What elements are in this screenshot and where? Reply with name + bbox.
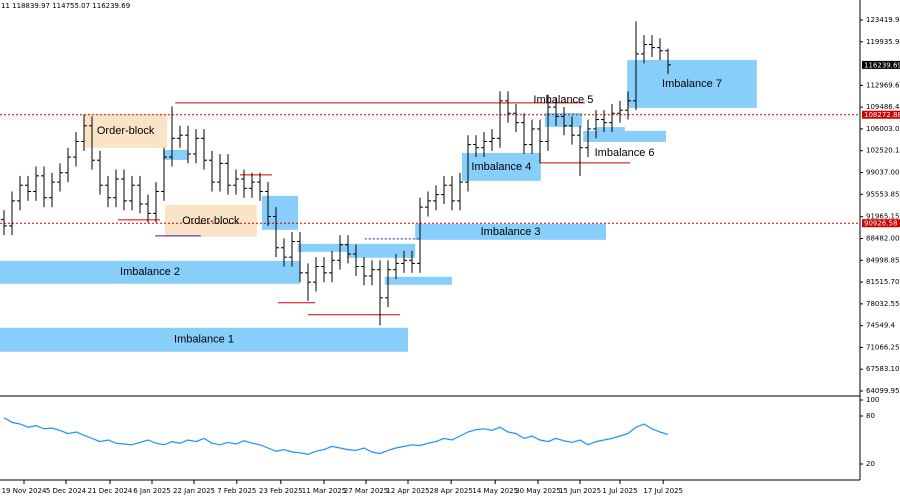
zone xyxy=(0,327,408,352)
y-tick-label: 67583.10 xyxy=(866,365,899,373)
x-tick-label: 15 Jun 2025 xyxy=(559,487,601,495)
x-tick-label: 23 Feb 2025 xyxy=(259,487,303,495)
zone-label: Imbalance 2 xyxy=(120,266,180,278)
x-tick-label: 28 Apr 2025 xyxy=(430,487,473,495)
y-tick-label: 102520.15 xyxy=(866,147,900,155)
x-tick-label: 22 Jan 2025 xyxy=(173,487,215,495)
x-tick-label: 27 Mar 2025 xyxy=(344,487,388,495)
zone xyxy=(462,152,541,181)
zone-label: Imbalance 4 xyxy=(471,161,531,173)
x-tick-label: 21 Dec 2024 xyxy=(88,487,133,495)
zones xyxy=(0,59,757,352)
y-tick-label: 80 xyxy=(866,412,875,420)
last-price-label: 116239.69 xyxy=(864,61,900,69)
zone-label: Imbalance 7 xyxy=(662,78,722,90)
price-tag xyxy=(862,110,900,119)
zone xyxy=(0,260,300,284)
zone xyxy=(347,250,416,258)
x-tick-label: 6 Jan 2025 xyxy=(133,487,171,495)
y-tick-label: 88482.00 xyxy=(866,235,899,243)
zone-label: Imbalance 6 xyxy=(595,147,655,159)
x-tick-label: 5 Dec 2024 xyxy=(46,487,87,495)
zone-label: Imbalance 3 xyxy=(481,226,541,238)
zone xyxy=(262,195,298,230)
y-tick-label: 64099.95 xyxy=(866,387,899,395)
x-tick-label: 19 Nov 2024 xyxy=(2,487,47,495)
x-tick-label: 14 May 2025 xyxy=(472,487,518,495)
header-text: 11 118839.97 114755.07 116239.69 xyxy=(1,2,130,10)
y-tick-label: 74549.4 xyxy=(866,322,895,330)
zone xyxy=(298,243,416,252)
zone xyxy=(583,130,666,142)
zone xyxy=(84,113,168,148)
zone-label: Imbalance 5 xyxy=(533,94,593,106)
zone xyxy=(163,149,188,160)
x-tick-label: 11 Mar 2025 xyxy=(302,487,346,495)
y-tick-label: 91965.15 xyxy=(866,213,899,221)
x-tick-label: 30 May 2025 xyxy=(515,487,561,495)
y-tick-label: 20 xyxy=(866,460,875,468)
zone xyxy=(415,223,606,240)
zone-label: Order-block xyxy=(97,125,155,137)
price-tag-label: 90926.58 xyxy=(864,220,897,228)
main-panel xyxy=(0,21,860,326)
zone xyxy=(596,127,625,134)
y-tick-label: 81515.70 xyxy=(866,278,899,286)
price-tag xyxy=(862,219,900,228)
zone xyxy=(384,276,452,285)
zone xyxy=(544,112,582,127)
y-tick-label: 123419.95 xyxy=(866,16,900,24)
y-tick-label: 71066.25 xyxy=(866,343,899,351)
price-tag-label: 108272.88 xyxy=(864,111,900,119)
x-tick-label: 12 Apr 2025 xyxy=(386,487,429,495)
last-price-tag xyxy=(862,60,900,69)
y-tick-label: 106003.05 xyxy=(866,125,900,133)
y-tick-label: 112969.60 xyxy=(866,81,900,89)
x-tick-label: 1 Jul 2025 xyxy=(602,487,637,495)
y-tick-label: 78032.55 xyxy=(866,300,899,308)
y-tick-label: 119935.90 xyxy=(866,38,900,46)
y-tick-label: 95553.85 xyxy=(866,190,899,198)
indicator-line xyxy=(3,417,669,456)
x-tick-label: 17 Jul 2025 xyxy=(643,487,683,495)
zone xyxy=(627,59,757,108)
zone-label: Order-block xyxy=(182,215,240,227)
y-tick-label: 109486.45 xyxy=(866,103,900,111)
zone xyxy=(164,204,257,237)
y-tick-label: 84998.85 xyxy=(866,256,899,264)
y-tick-label: 100 xyxy=(866,396,879,404)
zone-label: Imbalance 1 xyxy=(174,334,234,346)
x-tick-label: 7 Feb 2025 xyxy=(217,487,256,495)
y-tick-label: 99037.00 xyxy=(866,168,899,176)
